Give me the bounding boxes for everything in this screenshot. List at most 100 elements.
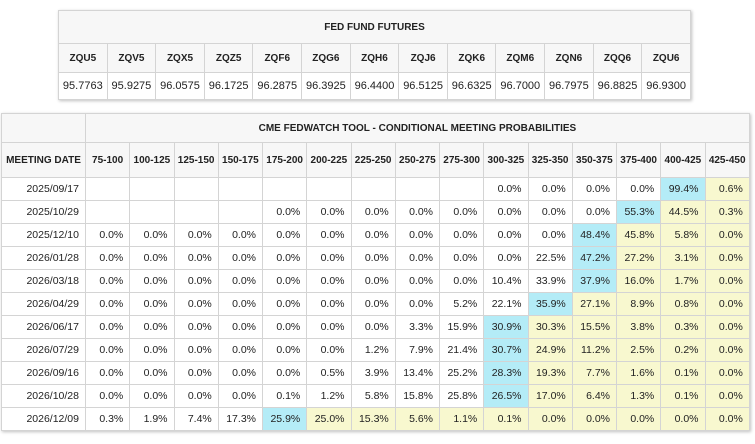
probability-cell: 0.0% (261, 269, 308, 293)
meeting-date-cell: 2026/12/09 (1, 407, 86, 431)
futures-contract-price: 95.7763 (58, 72, 108, 100)
futures-contract-price: 95.9275 (106, 72, 157, 100)
probability-cell: 1.1% (438, 407, 485, 431)
probability-cell: 10.4% (483, 269, 529, 293)
probability-cell: 0.0% (261, 246, 308, 270)
meeting-date-cell: 2026/09/16 (1, 361, 86, 385)
probability-cell: 15.8% (394, 384, 441, 408)
probability-cell: 0.0% (350, 223, 396, 247)
probability-cell: 0.0% (483, 223, 529, 247)
probability-cell: 0.0% (350, 246, 396, 270)
probability-cell: 0.0% (129, 315, 175, 339)
meeting-date-cell: 2025/12/10 (1, 223, 86, 247)
probability-cell: 0.0% (84, 338, 131, 362)
probability-cell: 13.4% (394, 361, 441, 385)
probability-cell: 0.0% (483, 200, 529, 224)
probability-cell: 0.0% (217, 315, 264, 339)
rate-range-header: 200-225 (306, 142, 352, 178)
futures-contract-code: ZQU5 (58, 43, 108, 73)
probability-cell: 0.0% (129, 292, 175, 316)
probability-cell: 0.0% (571, 407, 618, 431)
probability-cell: 0.0% (394, 246, 441, 270)
futures-contract-price: 96.8825 (592, 72, 643, 100)
table-row: 2026/03/18 0.0% 0.0% 0.0% 0.0% 0.0% 0.0% 0.0% 0.… (1, 269, 750, 293)
probability-cell: 5.8% (350, 384, 396, 408)
probability-cell: 2.5% (615, 338, 662, 362)
probability-cell: 0.0% (129, 361, 175, 385)
probability-cell: 47.2% (571, 246, 618, 270)
probability-cell: 1.2% (350, 338, 396, 362)
futures-contract-code: ZQK6 (446, 43, 497, 73)
rate-range-header: 375-400 (615, 142, 662, 178)
probability-cell: 0.0% (438, 269, 485, 293)
meeting-date-cell: 2026/03/18 (1, 269, 86, 293)
probability-cell: 7.4% (173, 407, 219, 431)
probability-cell: 0.0% (438, 200, 485, 224)
probability-cell: 0.0% (438, 223, 485, 247)
rate-range-header: 150-175 (217, 142, 264, 178)
futures-title: FED FUND FUTURES (58, 10, 691, 44)
probability-cell: 0.0% (217, 338, 264, 362)
probability-cell: 0.0% (527, 177, 573, 201)
probability-cell: 0.0% (704, 361, 750, 385)
fedwatch-probabilities-table: CME FEDWATCH TOOL - CONDITIONAL MEETING … (1, 113, 750, 431)
rate-range-header: 350-375 (571, 142, 618, 178)
probability-cell: 33.9% (527, 269, 573, 293)
futures-contract-code: ZQH6 (349, 43, 400, 73)
probability-cell: 5.6% (394, 407, 441, 431)
probability-cell: 44.5% (660, 200, 706, 224)
probability-cell: 0.0% (704, 315, 750, 339)
probability-cell: 55.3% (615, 200, 662, 224)
probability-cell: 45.8% (615, 223, 662, 247)
probability-cell: 0.0% (173, 292, 219, 316)
probability-cell: 0.0% (483, 177, 529, 201)
futures-contract-price: 96.0575 (155, 72, 205, 100)
probability-cell: 0.0% (173, 361, 219, 385)
probability-cell: 0.0% (261, 338, 308, 362)
probability-cell: 0.0% (306, 338, 352, 362)
probability-cell (173, 200, 219, 224)
probability-cell: 0.0% (615, 177, 662, 201)
rate-range-header: 175-200 (261, 142, 308, 178)
probability-cell: 0.0% (527, 223, 573, 247)
probability-cell: 0.0% (217, 361, 264, 385)
probability-cell: 8.9% (615, 292, 662, 316)
probability-cell: 0.0% (615, 407, 662, 431)
probability-cell: 0.0% (217, 384, 264, 408)
probability-cell: 30.7% (483, 338, 529, 362)
probability-cell (306, 177, 352, 201)
probability-cell: 0.0% (217, 246, 264, 270)
probability-cell: 15.9% (438, 315, 485, 339)
rate-range-header-row: MEETING DATE 75-100 100-125 125-150 150-175… (1, 142, 750, 178)
probability-cell: 0.0% (217, 223, 264, 247)
table-row: 2026/09/16 0.0% 0.0% 0.0% 0.0% 0.0% 0.5% 3.9% 13… (1, 361, 750, 385)
rate-range-header: 250-275 (394, 142, 441, 178)
probability-cell: 0.0% (394, 292, 441, 316)
probability-cell: 28.3% (483, 361, 529, 385)
probability-cell: 0.0% (129, 338, 175, 362)
probability-cell: 0.0% (306, 223, 352, 247)
table-corner (1, 113, 86, 143)
probability-cell (217, 177, 264, 201)
futures-contract-code: ZQF6 (252, 43, 303, 73)
probability-cell: 0.0% (129, 269, 175, 293)
rate-range-header: 400-425 (660, 142, 706, 178)
probability-cell: 3.3% (394, 315, 441, 339)
table-row: 2025/12/10 0.0% 0.0% 0.0% 0.0% 0.0% 0.0% 0.0% 0.… (1, 223, 750, 247)
probability-cell: 22.5% (527, 246, 573, 270)
probability-cell: 0.3% (660, 315, 706, 339)
futures-contract-price: 96.5125 (398, 72, 448, 100)
probability-cell (261, 177, 308, 201)
probability-cell: 0.0% (261, 361, 308, 385)
probability-cell: 0.0% (173, 338, 219, 362)
probability-cell: 7.9% (394, 338, 441, 362)
table-row: 2025/10/29 0.0% 0.0% 0.0% 0.0% 0.0% 0.0% 0.0% 0.… (1, 200, 750, 224)
meeting-date-cell: 2026/06/17 (1, 315, 86, 339)
probability-cell: 0.0% (129, 384, 175, 408)
probability-cell: 0.0% (660, 407, 706, 431)
probability-cell: 3.1% (660, 246, 706, 270)
probability-cell: 0.0% (704, 384, 750, 408)
rate-range-header: 75-100 (84, 142, 131, 178)
probability-cell: 0.0% (173, 315, 219, 339)
table-row: 2026/04/29 0.0% 0.0% 0.0% 0.0% 0.0% 0.0% 0.0% 0.… (1, 292, 750, 316)
